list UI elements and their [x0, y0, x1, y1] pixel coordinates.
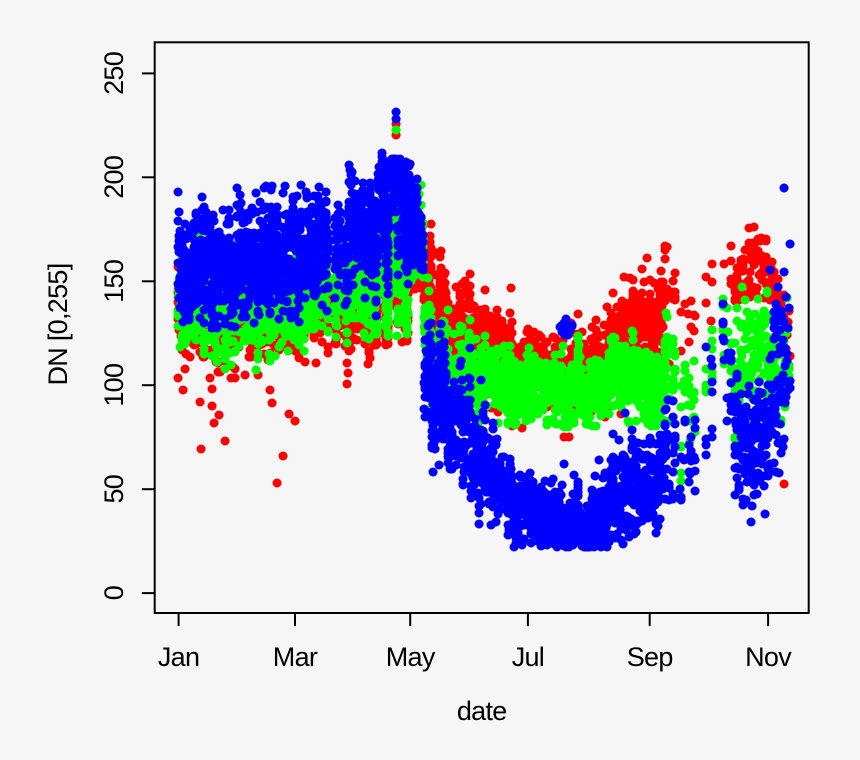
svg-text:100: 100 [99, 364, 129, 407]
svg-text:Sep: Sep [627, 642, 673, 672]
svg-text:200: 200 [99, 156, 129, 199]
svg-text:May: May [386, 642, 436, 672]
svg-text:Mar: Mar [273, 642, 318, 672]
svg-text:Nov: Nov [745, 642, 792, 672]
svg-text:Jul: Jul [512, 642, 544, 672]
svg-text:DN [0,255]: DN [0,255] [43, 263, 73, 385]
svg-text:Jan: Jan [158, 642, 199, 672]
svg-text:250: 250 [99, 52, 129, 95]
svg-text:50: 50 [99, 475, 129, 504]
svg-text:date: date [457, 696, 507, 726]
svg-text:150: 150 [99, 260, 129, 303]
svg-text:0: 0 [99, 586, 129, 600]
